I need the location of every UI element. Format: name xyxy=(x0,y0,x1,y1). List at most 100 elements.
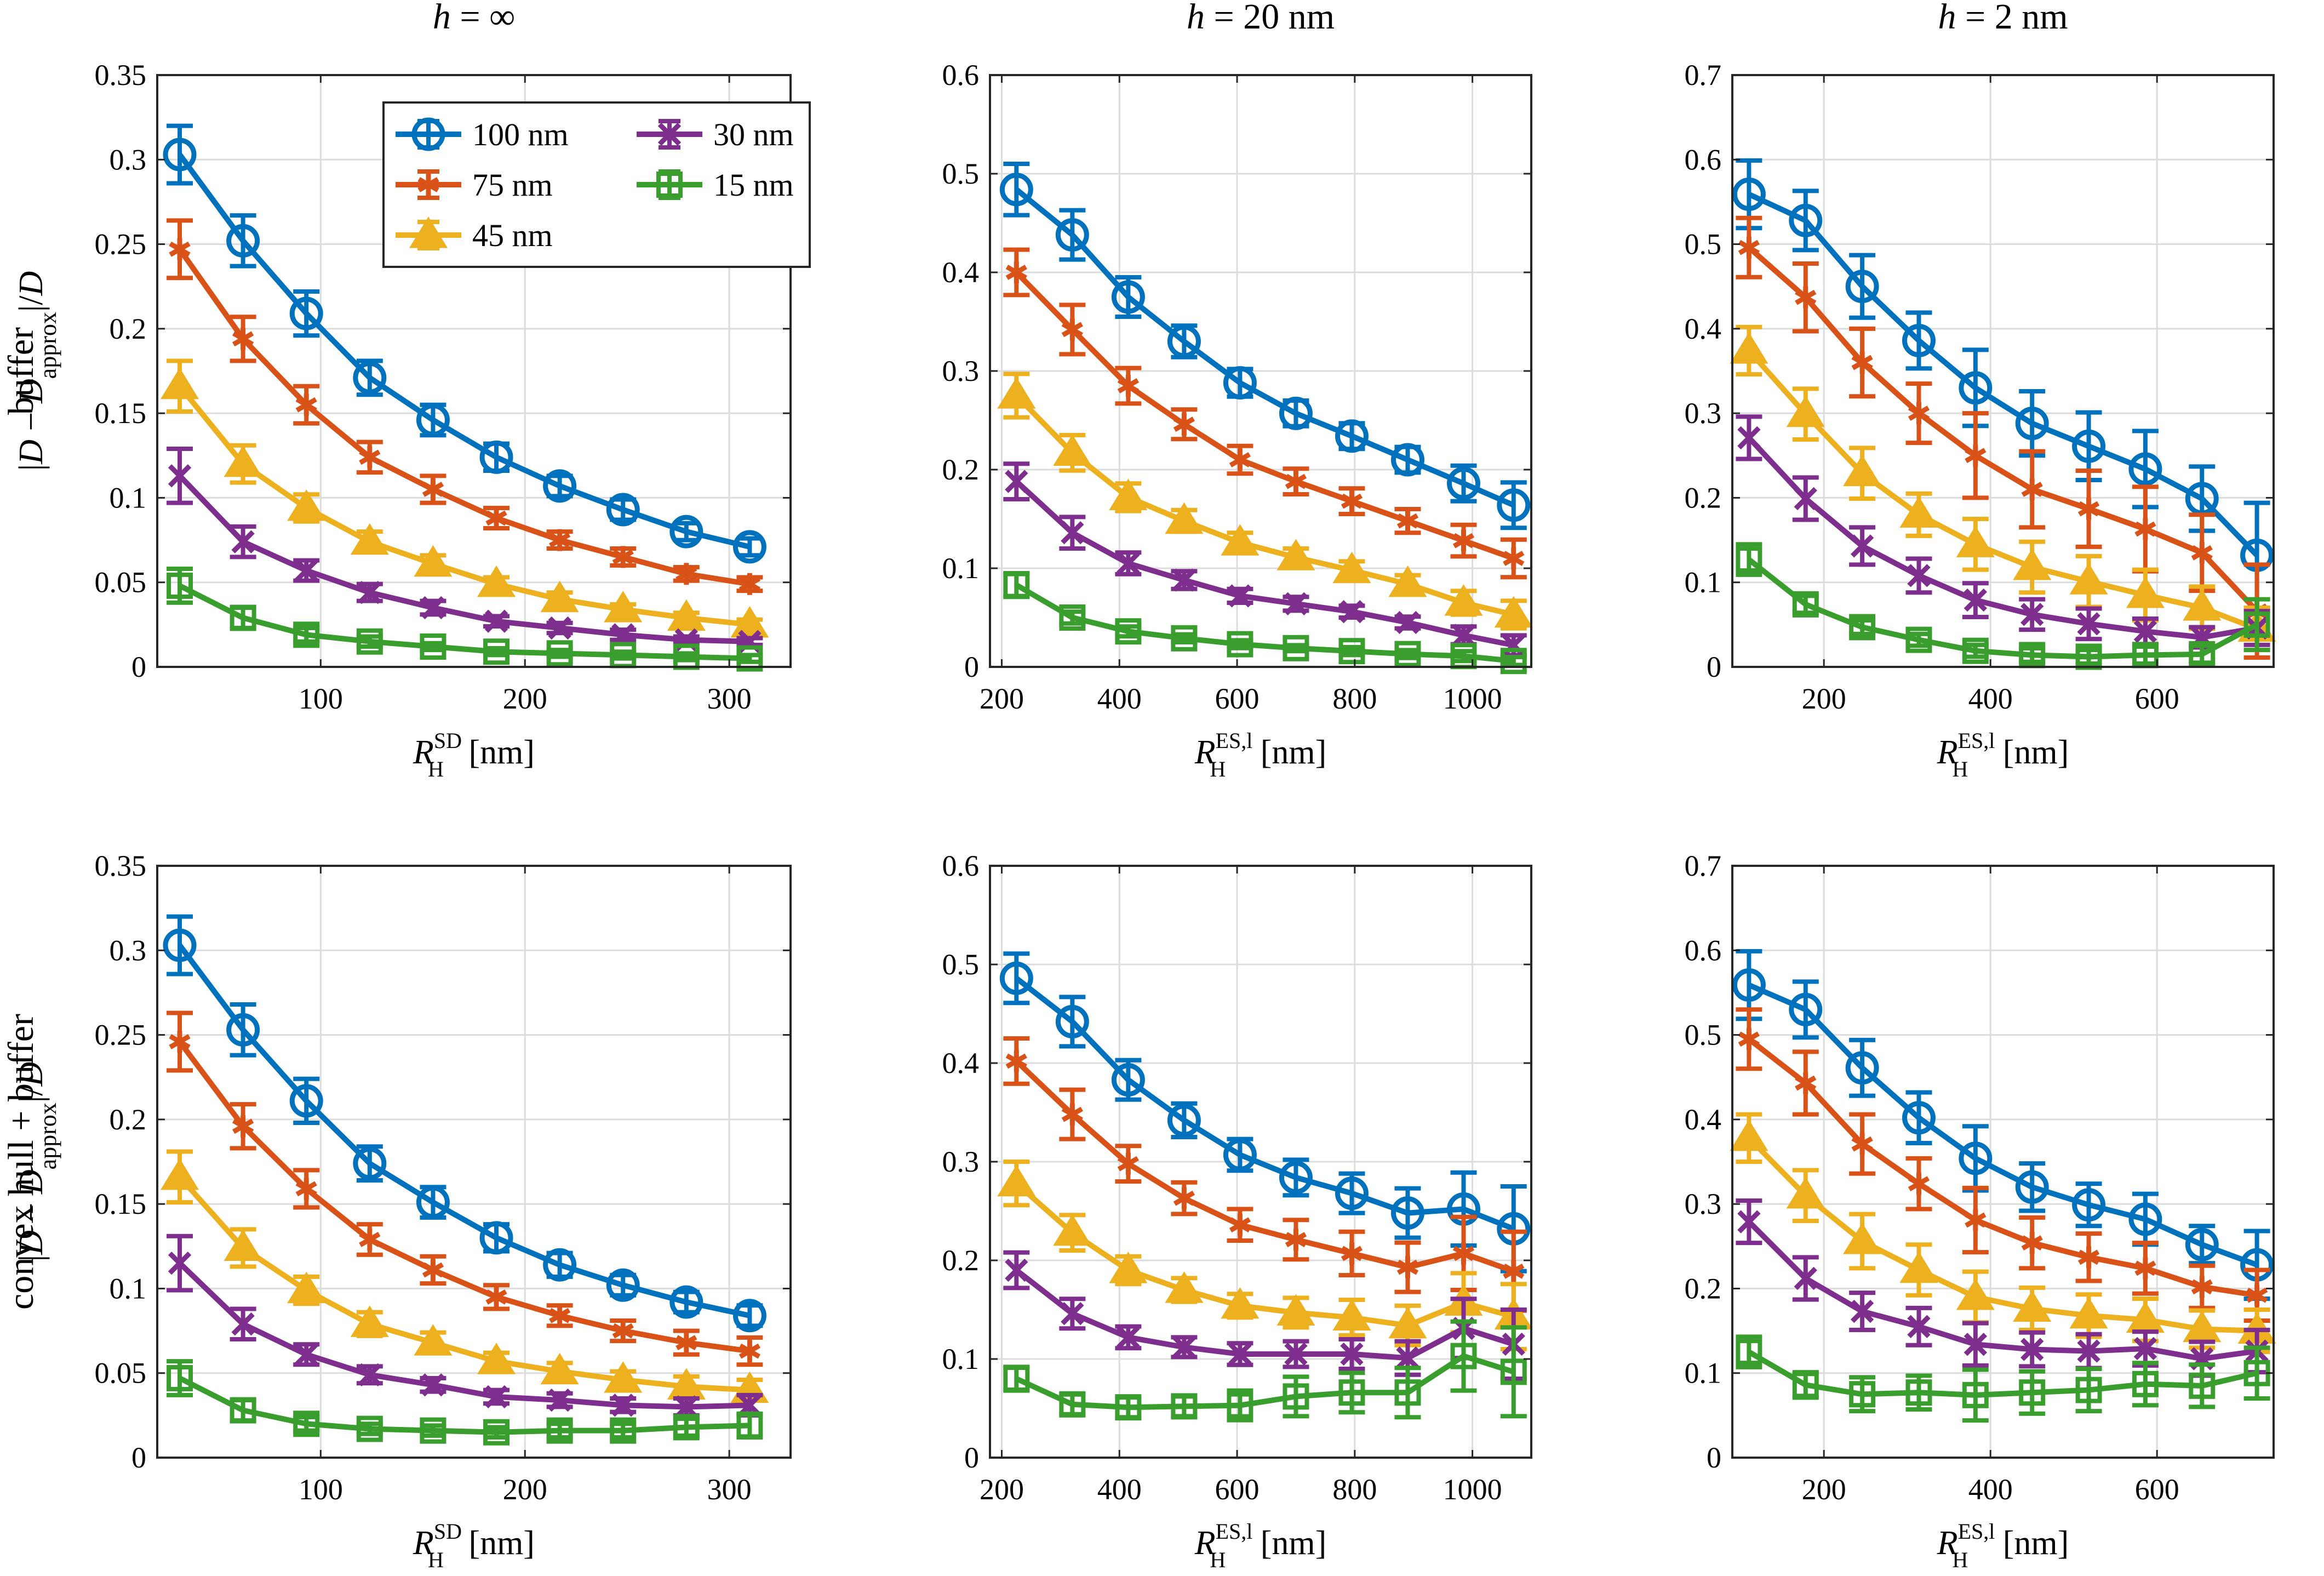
y-tick-label: 0.2 xyxy=(1685,1272,1722,1305)
data-point xyxy=(736,645,763,672)
data-point xyxy=(1497,488,1531,522)
data-point xyxy=(2077,612,2100,636)
data-point xyxy=(1732,968,1766,1002)
data-point xyxy=(674,1395,699,1419)
series-line xyxy=(1014,479,1514,648)
x-tick-label: 300 xyxy=(707,1473,752,1506)
data-point xyxy=(1053,1214,1092,1246)
data-point xyxy=(2015,407,2049,441)
series-75nm xyxy=(1736,1007,2270,1323)
series-line xyxy=(1747,1220,2258,1362)
data-point xyxy=(1117,1152,1140,1175)
data-point xyxy=(1117,375,1140,397)
error-bar xyxy=(2189,1362,2216,1409)
data-point xyxy=(231,530,255,553)
series-line xyxy=(178,1040,751,1354)
axes-box xyxy=(1731,74,2275,668)
error-bar xyxy=(1792,189,1819,253)
series-line xyxy=(177,153,751,550)
data-point xyxy=(669,1285,703,1319)
data-point xyxy=(1849,614,1876,641)
series-100nm xyxy=(163,123,766,564)
data-point xyxy=(1500,1358,1527,1385)
data-point xyxy=(1283,1383,1309,1410)
data-point xyxy=(1452,529,1475,552)
axes-box xyxy=(156,865,792,1459)
data-point xyxy=(2077,1246,2100,1269)
data-point xyxy=(2020,1338,2044,1361)
data-point xyxy=(1173,1187,1195,1209)
data-point xyxy=(169,238,191,260)
data-point xyxy=(1341,490,1363,512)
plot-area xyxy=(157,866,791,1458)
error-bar xyxy=(1905,1090,1932,1146)
data-point xyxy=(1452,1242,1475,1265)
data-point xyxy=(1908,402,1930,425)
series-line xyxy=(178,1261,750,1410)
y-tick-label: 0.2 xyxy=(1685,481,1722,514)
data-point xyxy=(2013,549,2052,580)
data-point xyxy=(1340,600,1364,624)
error-bar xyxy=(1962,1367,1989,1423)
data-point xyxy=(2019,1379,2046,1406)
data-point xyxy=(1789,203,1823,237)
data-point xyxy=(1737,426,1761,450)
data-point xyxy=(226,1013,260,1047)
data-point xyxy=(606,1268,640,1302)
x-tick-label: 100 xyxy=(299,1473,343,1506)
series-100nm xyxy=(999,162,1531,530)
data-point xyxy=(1227,631,1253,658)
data-point xyxy=(1165,1271,1204,1303)
data-point xyxy=(1786,395,1825,427)
data-point xyxy=(232,328,254,350)
y-tick-label: 0.3 xyxy=(110,143,147,176)
error-bar xyxy=(230,1002,256,1058)
data-point xyxy=(1335,1177,1369,1210)
data-point xyxy=(2072,429,2106,463)
data-point xyxy=(1229,449,1251,471)
data-point xyxy=(2185,1227,2219,1261)
series-45nm xyxy=(997,372,1533,631)
data-point xyxy=(1388,565,1427,597)
data-point xyxy=(295,1178,317,1200)
data-point xyxy=(2077,1339,2100,1363)
legend-marker xyxy=(417,174,439,196)
data-point xyxy=(2191,541,2213,564)
data-point xyxy=(420,1417,447,1444)
axes-box xyxy=(156,74,792,668)
data-point xyxy=(1795,1072,1817,1094)
y-tick-label: 0.3 xyxy=(942,1145,980,1178)
data-point xyxy=(1394,641,1421,667)
error-bar xyxy=(1450,1319,1477,1393)
y-tick-label: 0.35 xyxy=(95,59,147,92)
subplot-r1-c0: 100 200 300 0 0.05 0.1 0.15 0.2 0.25 0.3 0.35 RSD H … xyxy=(1,849,792,1572)
legend-entry: 15 nm xyxy=(637,167,794,203)
y-tick-label: 0.2 xyxy=(110,312,147,345)
data-point xyxy=(1227,1392,1253,1419)
x-tick-label: 600 xyxy=(2135,682,2179,715)
data-point xyxy=(477,1343,516,1374)
data-point xyxy=(167,572,193,599)
error-bar xyxy=(356,1144,383,1183)
data-point xyxy=(358,1363,382,1386)
data-point xyxy=(1061,521,1084,545)
series-15nm xyxy=(1003,1319,1527,1423)
data-point xyxy=(1962,1381,1989,1408)
data-point xyxy=(414,1324,453,1356)
series-line xyxy=(1015,1353,1515,1411)
data-point xyxy=(1341,1242,1363,1265)
data-point xyxy=(485,1286,507,1308)
data-point xyxy=(1794,1266,1817,1291)
x-tick-label: 800 xyxy=(1332,1473,1377,1506)
series-line xyxy=(1747,245,2259,613)
data-point xyxy=(485,507,507,529)
data-point xyxy=(612,546,634,568)
series-line xyxy=(178,1175,750,1393)
series-45nm xyxy=(160,1149,769,1403)
x-tick-label: 200 xyxy=(980,1473,1024,1506)
data-point xyxy=(230,1397,256,1424)
data-point xyxy=(1908,1173,1930,1195)
data-point xyxy=(421,1373,445,1397)
data-point xyxy=(1335,419,1369,453)
legend-marker xyxy=(657,122,682,146)
